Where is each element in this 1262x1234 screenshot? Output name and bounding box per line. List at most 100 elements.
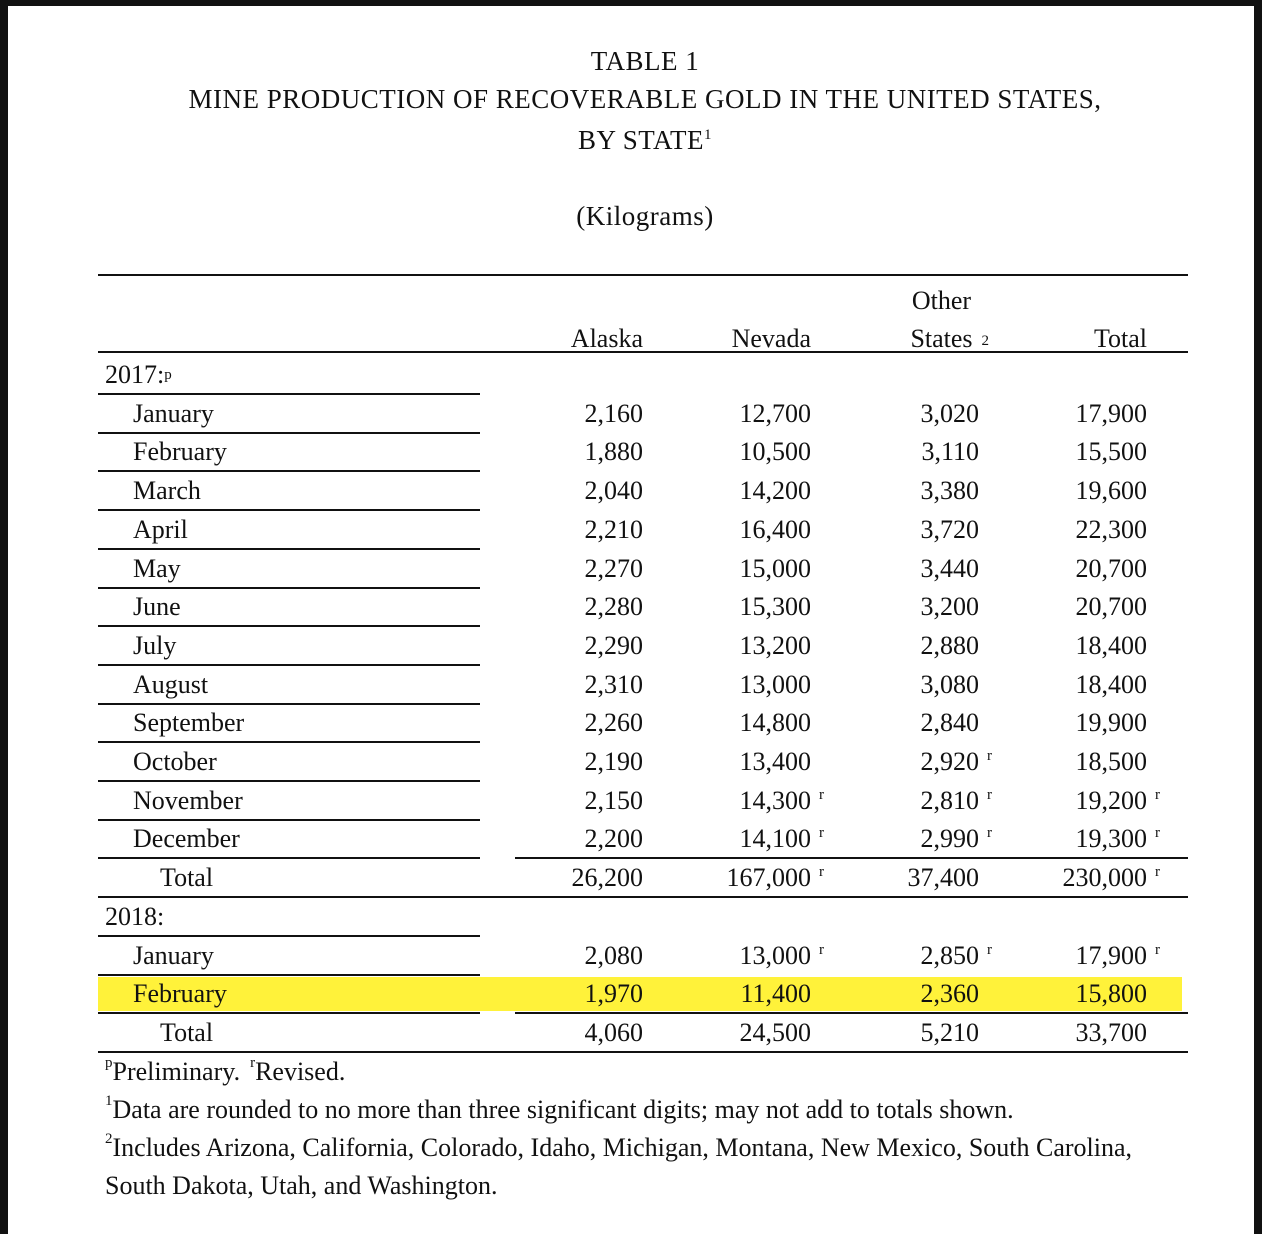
rule xyxy=(98,547,480,550)
cell: 20,700 xyxy=(1075,592,1148,622)
row-label: March xyxy=(133,476,201,506)
rule xyxy=(98,431,480,434)
cell: 3,200 xyxy=(920,592,980,622)
cell: 230,000 r xyxy=(987,863,1161,893)
rule xyxy=(98,274,1188,276)
row-label: January xyxy=(133,940,214,970)
cell-value: 14,100 xyxy=(739,824,812,854)
cell: 18,400 xyxy=(1075,630,1148,660)
cell: 2,360 xyxy=(920,979,980,1009)
row-label: September xyxy=(133,708,245,738)
rule xyxy=(98,702,480,705)
units: (Kilograms) xyxy=(576,201,714,231)
rule xyxy=(98,973,480,976)
cell: 17,900 xyxy=(1075,398,1148,428)
cell: 19,300 r xyxy=(987,824,1161,854)
column-header: Alaska xyxy=(463,320,643,358)
rule xyxy=(98,1012,480,1015)
revised-mark: r xyxy=(987,786,992,803)
cell: 14,100 r xyxy=(651,824,825,854)
frame-right xyxy=(1254,0,1262,1234)
cell: 3,720 xyxy=(920,514,980,544)
section-label: 2017:p xyxy=(105,360,172,390)
footnote-ref: p xyxy=(164,367,172,383)
rule xyxy=(515,857,1188,860)
cell: 14,300 r xyxy=(651,786,825,816)
rule xyxy=(98,351,1188,353)
footnote-text: Includes Arizona, California, Colorado, … xyxy=(105,1133,1133,1200)
row-label: October xyxy=(133,747,217,776)
table-title: TABLE 1 xyxy=(590,46,700,76)
cell: 2,810 r xyxy=(819,785,993,816)
cell-value: 2,920 xyxy=(920,747,980,776)
row-label: May xyxy=(133,553,181,583)
cell: 15,500 xyxy=(1075,437,1148,467)
row-label: April xyxy=(133,514,188,544)
cell-value: 167,000 xyxy=(726,863,812,893)
footnote-text: Preliminary. xyxy=(112,1057,241,1086)
subtitle-text: BY STATE xyxy=(577,125,705,155)
rule xyxy=(98,741,480,744)
rule xyxy=(98,586,480,589)
cell-value: 2,990 xyxy=(920,824,980,854)
cell: 15,000 xyxy=(739,553,812,583)
revised-mark: r xyxy=(987,748,992,764)
rule xyxy=(98,625,480,628)
cell: 26,200 xyxy=(571,863,644,893)
cell: 2,990 r xyxy=(819,824,993,854)
cell: 3,380 xyxy=(920,476,980,506)
cell: 18,400 xyxy=(1075,669,1148,699)
frame-top xyxy=(0,0,1262,6)
cell: 13,000 r xyxy=(651,940,825,971)
cell: 3,020 xyxy=(920,398,980,428)
footnote: pPreliminary. rRevised. xyxy=(105,1053,1165,1091)
cell: 15,300 xyxy=(739,592,812,622)
cell: 2,040 xyxy=(584,476,644,506)
row-label: June xyxy=(133,592,181,622)
column-label: Nevada xyxy=(731,324,811,353)
section-year: 2017: xyxy=(105,360,165,389)
cell-value: 2,810 xyxy=(920,785,980,815)
table-subtitle: BY STATE1 xyxy=(0,125,1262,156)
cell-value: 13,000 xyxy=(739,940,812,970)
cell: 2,260 xyxy=(584,708,644,738)
revised-mark: r xyxy=(987,825,992,842)
cell: 13,000 xyxy=(739,669,812,699)
cell-value: 19,300 xyxy=(1075,824,1148,854)
cell: 2,280 xyxy=(584,592,644,622)
rule xyxy=(98,780,480,782)
revised-mark: r xyxy=(819,825,824,842)
cell: 2,160 xyxy=(584,398,644,428)
cell: 10,500 xyxy=(739,437,812,467)
cell: 2,190 xyxy=(584,747,644,776)
cell: 33,700 xyxy=(1075,1017,1148,1047)
cell: 24,500 xyxy=(739,1017,812,1047)
row-label: January xyxy=(133,398,214,428)
cell: 37,400 xyxy=(907,863,980,893)
rule xyxy=(98,663,480,666)
column-label: Alaska xyxy=(570,324,643,353)
cell: 2,290 xyxy=(584,630,644,660)
cell-value: 19,200 xyxy=(1075,785,1148,815)
cell: 2,880 xyxy=(920,630,980,660)
cell-value: 230,000 xyxy=(1062,863,1148,893)
total-label: Total xyxy=(160,1017,214,1047)
revised-mark: r xyxy=(819,941,824,958)
cell: 15,800 xyxy=(1075,979,1148,1009)
cell-value: 2,850 xyxy=(920,940,980,970)
column-label: Total xyxy=(1093,324,1147,353)
cell: 2,210 xyxy=(584,514,644,544)
rule xyxy=(515,1012,1188,1015)
row-label: August xyxy=(133,669,209,699)
footnote-mark: p xyxy=(105,1055,113,1071)
cell: 13,400 xyxy=(739,747,812,776)
rule xyxy=(98,1050,1188,1053)
total-label: Total xyxy=(160,863,214,893)
cell: 1,970 xyxy=(584,979,644,1009)
cell: 13,200 xyxy=(739,630,812,660)
cell: 19,600 xyxy=(1075,476,1148,506)
revised-mark: r xyxy=(819,864,824,881)
rule xyxy=(98,857,480,860)
cell: 2,200 xyxy=(584,824,644,854)
